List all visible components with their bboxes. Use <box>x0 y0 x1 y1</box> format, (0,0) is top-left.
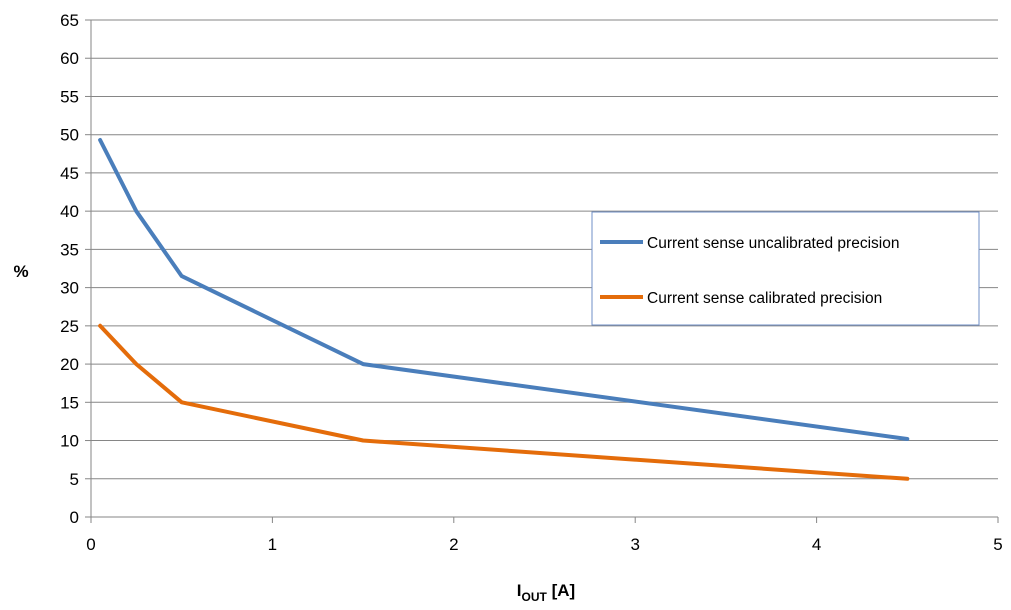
y-tick-label-5: 5 <box>70 470 79 489</box>
x-axis-title-unit: [A] <box>547 581 575 600</box>
y-tick-label-35: 35 <box>60 240 79 259</box>
y-tick-label-25: 25 <box>60 317 79 336</box>
y-tick-label-20: 20 <box>60 355 79 374</box>
y-tick-label-50: 50 <box>60 126 79 145</box>
x-tick-label-2: 2 <box>449 535 458 554</box>
x-tick-label-3: 3 <box>630 535 639 554</box>
series-line-1 <box>98 323 910 481</box>
y-axis-title: % <box>13 262 28 281</box>
axes <box>85 19 999 523</box>
x-axis-title: IOUT [A] <box>517 581 575 604</box>
legend: Current sense uncalibrated precision Cur… <box>591 211 980 326</box>
x-axis-title-main: I <box>517 581 522 600</box>
y-tick-label-45: 45 <box>60 164 79 183</box>
x-tick-labels: 0 1 2 3 4 5 <box>86 535 1002 554</box>
y-tick-label-55: 55 <box>60 87 79 106</box>
y-tick-label-0: 0 <box>70 508 79 527</box>
x-tick-label-1: 1 <box>268 535 277 554</box>
legend-box <box>591 211 980 326</box>
x-tick-label-4: 4 <box>812 535 821 554</box>
y-tick-label-60: 60 <box>60 49 79 68</box>
series-lines <box>98 138 910 481</box>
y-tick-label-30: 30 <box>60 279 79 298</box>
y-tick-label-10: 10 <box>60 432 79 451</box>
x-tick-label-5: 5 <box>993 535 1002 554</box>
y-tick-label-15: 15 <box>60 393 79 412</box>
gridlines <box>91 19 998 480</box>
x-axis-title-subscript: OUT <box>522 590 548 604</box>
legend-label-uncalibrated: Current sense uncalibrated precision <box>647 235 899 252</box>
y-tick-labels: 0 5 10 15 20 25 30 35 40 45 50 55 60 65 <box>60 11 79 527</box>
legend-label-calibrated: Current sense calibrated precision <box>647 290 882 307</box>
x-tick-label-0: 0 <box>86 535 95 554</box>
y-tick-label-65: 65 <box>60 11 79 30</box>
y-tick-label-40: 40 <box>60 202 79 221</box>
series-line-0 <box>98 138 910 441</box>
